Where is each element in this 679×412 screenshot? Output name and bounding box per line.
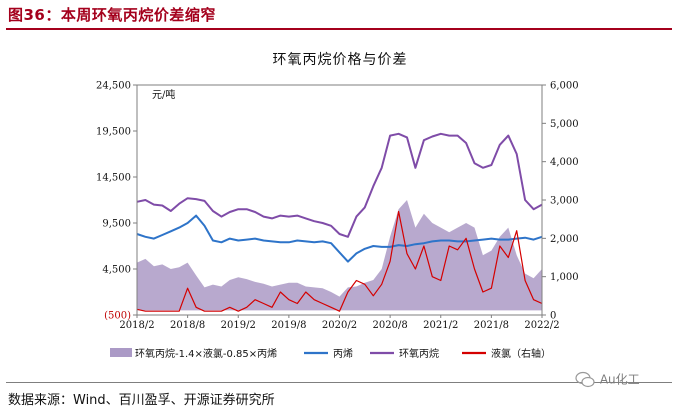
legend-swatch [110,348,132,357]
x-axis: 2018/2 2018/8 2019/2 2019/8 2020/2 2020/8 2021… [119,315,560,331]
left-axis-unit: 元/吨 [152,88,175,101]
x-tick-label: 2018/8 [170,320,205,331]
x-tick-label: 2021/2 [423,320,458,331]
right-tick-label: 2,000 [550,234,579,245]
series-line-propylene-oxide [136,132,543,238]
legend-label: 丙烯 [333,347,353,360]
x-tick-label: 2021/8 [474,320,509,331]
x-tick-label: 2018/2 [119,320,154,331]
right-tick-label: 1,000 [550,272,579,283]
title-rule [6,28,672,30]
left-tick-label: (500) [104,311,131,322]
left-tick-label: 14,500 [96,173,131,184]
right-tick-label: 0 [550,311,556,322]
left-tick-label: 19,500 [96,127,131,138]
left-axis: (500) 4,500 9,500 14,500 19,500 24,500 [96,81,137,322]
plot-area [136,132,543,312]
left-tick-label: 24,500 [96,81,131,92]
legend-label: 液氯（右轴） [491,347,551,360]
left-tick-label: 4,500 [102,265,131,276]
right-tick-label: 5,000 [550,119,579,130]
right-axis: 0 1,000 2,000 3,000 4,000 5,000 6,000 [542,81,579,322]
x-tick-label: 2019/8 [271,320,306,331]
series-line-liquid-chlorine [136,210,543,312]
watermark-text: Au化工 [599,372,640,387]
x-tick-label: 2020/2 [322,320,357,331]
legend-label: 环氧丙烷 [399,347,439,360]
wechat-icon [575,371,595,388]
legend-label: 环氧丙烷-1.4×液氯-0.85×丙烯 [135,347,277,360]
series-line-propylene [136,214,543,263]
watermark: Au化工 [574,370,674,392]
chart-title: 环氧丙烷价格与价差 [273,52,408,68]
x-tick-label: 2022/2 [524,320,559,331]
series-area-spread [137,200,542,311]
left-tick-label: 9,500 [102,219,131,230]
x-tick-label: 2020/8 [373,320,408,331]
bottom-rule [6,382,672,383]
legend: 环氧丙烷-1.4×液氯-0.85×丙烯 丙烯 环氧丙烷 液氯（右轴） [110,347,551,360]
right-tick-label: 3,000 [550,196,579,207]
figure-title: 图36：本周环氧丙烷价差缩窄 [8,6,216,24]
right-tick-label: 4,000 [550,157,579,168]
x-tick-label: 2019/2 [221,320,256,331]
source-note: 数据来源：Wind、百川盈孚、开源证券研究所 [8,393,275,408]
right-tick-label: 6,000 [550,81,579,92]
